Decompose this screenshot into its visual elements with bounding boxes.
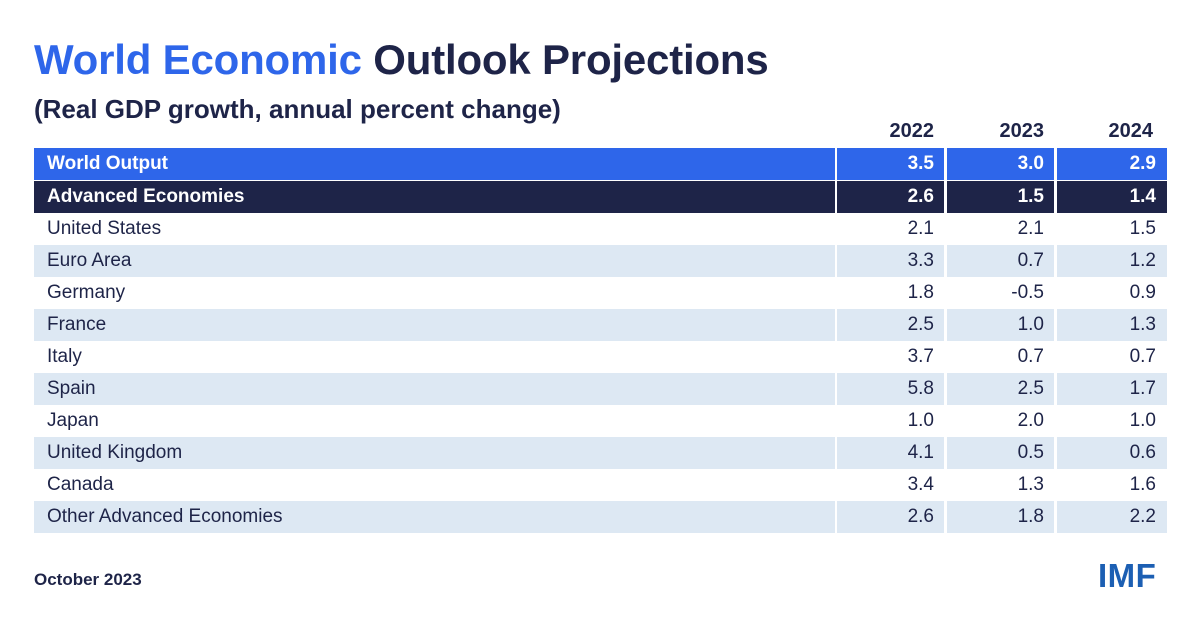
row-label: Italy [47,346,82,367]
imf-logo: IMF [1098,557,1157,594]
table-row: Euro Area 3.3 0.7 1.2 [34,245,1167,277]
row-label: Japan [47,410,99,431]
table-row: United States 2.1 2.1 1.5 [34,213,1167,245]
value-cell-2023: 1.3 [1017,474,1044,495]
value-cell-2024: 0.9 [1129,282,1156,303]
title-rest: Outlook Projections [373,36,769,83]
value-cell-2024: 1.2 [1057,245,1167,277]
value-cell-2022: 2.5 [837,309,944,341]
row-label: Spain [34,373,835,405]
value-cell-2024: 1.7 [1057,373,1167,405]
row-label: Germany [47,282,126,303]
row-label: Other Advanced Economies [34,501,835,533]
value-cell-2022: 2.6 [837,181,944,213]
row-label: World Output [34,148,835,180]
value-cell-2022: 5.8 [837,373,944,405]
row-label: Euro Area [34,245,835,277]
table-row: World Output 3.5 3.0 2.9 [34,148,1167,180]
value-cell-2023: 0.7 [947,245,1054,277]
value-cell-2022: 3.3 [837,245,944,277]
value-cell-2022: 1.0 [907,410,934,431]
value-cell-2023: 3.0 [947,148,1054,180]
value-cell-2023: 1.5 [947,181,1054,213]
value-cell-2022: 4.1 [837,437,944,469]
value-cell-2024: 2.2 [1057,501,1167,533]
table-row: United Kingdom 4.1 0.5 0.6 [34,437,1167,469]
table-row: Italy 3.7 0.7 0.7 [34,341,1167,373]
row-label: France [34,309,835,341]
value-cell-2023: 0.5 [947,437,1054,469]
table-row: Other Advanced Economies 2.6 1.8 2.2 [34,501,1167,533]
value-cell-2023: 2.1 [1017,218,1044,239]
table-row: Canada 3.4 1.3 1.6 [34,469,1167,501]
table-row: Germany 1.8 -0.5 0.9 [34,277,1167,309]
value-cell-2022: 1.8 [907,282,934,303]
value-cell-2024: 1.3 [1057,309,1167,341]
value-cell-2023: -0.5 [1011,282,1044,303]
value-cell-2022: 3.4 [907,474,934,495]
column-header-2022: 2022 [889,120,935,142]
row-label: Canada [47,474,114,495]
value-cell-2022: 3.5 [837,148,944,180]
row-label: United States [47,218,162,239]
projections-table: World Output 3.5 3.0 2.9 Advanced Economies 2… [34,148,1167,533]
table-row: Japan 1.0 2.0 1.0 [34,405,1167,437]
value-cell-2024: 1.0 [1129,410,1156,431]
value-cell-2022: 2.6 [837,501,944,533]
subtitle: (Real GDP growth, annual percent change) [34,94,561,124]
page-title: World Economic Outlook Projections [34,36,769,84]
value-cell-2024: 2.9 [1057,148,1167,180]
value-cell-2023: 1.0 [947,309,1054,341]
row-label: United Kingdom [34,437,835,469]
value-cell-2024: 0.7 [1129,346,1156,367]
value-cell-2024: 1.4 [1057,181,1167,213]
column-header-2024: 2024 [1108,120,1154,142]
value-cell-2023: 2.5 [947,373,1054,405]
value-cell-2023: 0.7 [1017,346,1044,367]
publication-date: October 2023 [34,570,142,589]
value-cell-2024: 1.5 [1129,218,1156,239]
value-cell-2023: 1.8 [947,501,1054,533]
table-row: Spain 5.8 2.5 1.7 [34,373,1167,405]
table-row: France 2.5 1.0 1.3 [34,309,1167,341]
row-label: Advanced Economies [34,181,835,213]
table-row: Advanced Economies 2.6 1.5 1.4 [34,181,1167,213]
column-header-2023: 2023 [999,120,1045,142]
value-cell-2024: 1.6 [1129,474,1156,495]
value-cell-2022: 2.1 [907,218,934,239]
title-accent: World Economic [34,36,362,83]
value-cell-2023: 2.0 [1017,410,1044,431]
value-cell-2024: 0.6 [1057,437,1167,469]
value-cell-2022: 3.7 [907,346,934,367]
